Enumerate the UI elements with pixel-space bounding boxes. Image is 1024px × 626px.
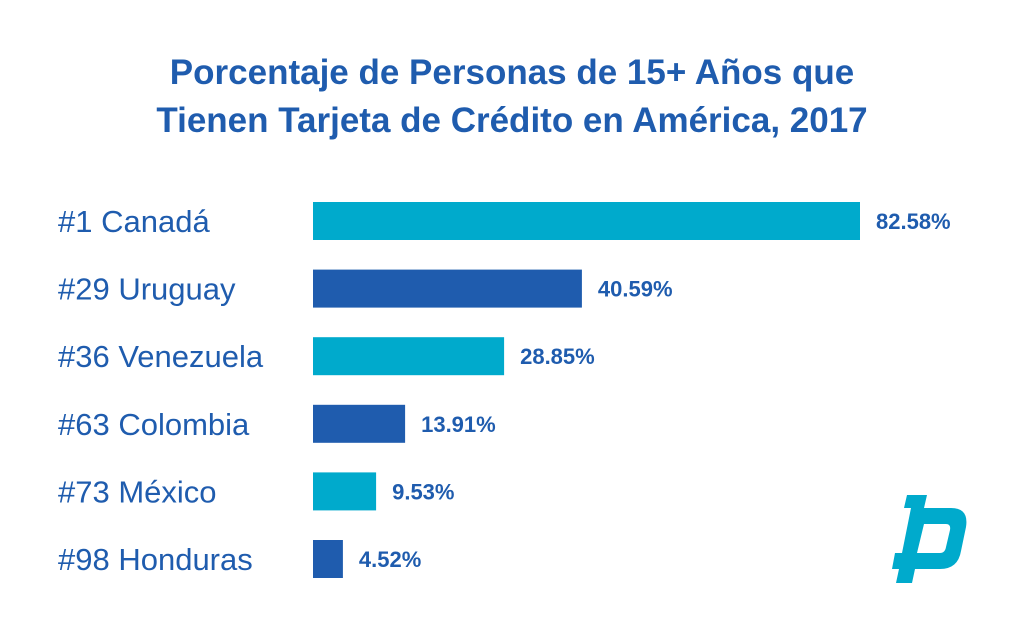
value-label: 28.85% [520,344,595,369]
category-label: #36 Venezuela [58,339,264,374]
chart-title-line-1: Porcentaje de Personas de 15+ Años que [170,53,854,92]
brand-logo-icon [892,495,967,583]
bar [313,202,860,240]
category-label: #29 Uruguay [58,272,236,307]
bar [313,269,582,308]
value-label: 13.91% [421,412,496,437]
bar [313,540,343,578]
category-label: #1 Canadá [58,204,210,239]
bar [313,472,377,511]
chart-title-line-2: Tienen Tarjeta de Crédito en América, 20… [156,101,867,140]
bars-group: #1 Canadá 82.58% #29 Uruguay 40.59% #36 Vene… [58,202,951,578]
category-label: #73 México [58,474,217,509]
value-label: 82.58% [876,209,951,234]
value-label: 40.59% [598,277,673,302]
bar [313,404,406,443]
value-label: 4.52% [359,547,421,572]
category-label: #98 Honduras [58,542,253,577]
bar [313,337,505,376]
brand-logo-icon-shape [892,495,967,583]
chart-title: Porcentaje de Personas de 15+ Años que T… [156,53,867,140]
value-label: 9.53% [392,479,454,504]
category-label: #63 Colombia [58,407,250,442]
